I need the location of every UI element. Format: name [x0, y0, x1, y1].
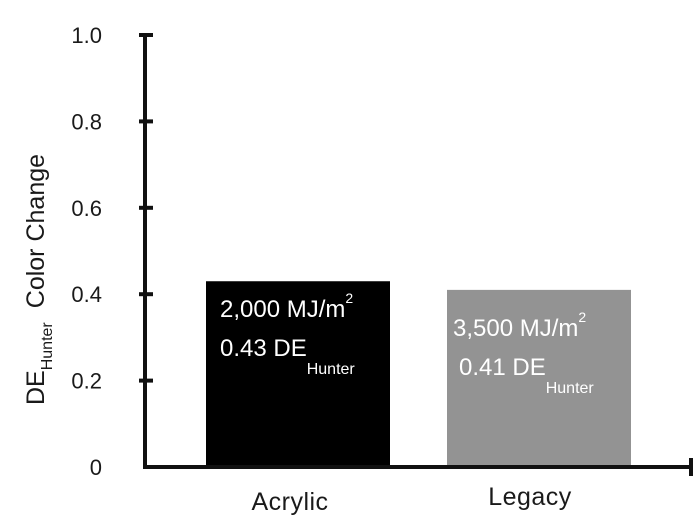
category-labels-layer: Acrylic Legacy [251, 483, 571, 516]
bar-exposure-superscript: 2 [345, 290, 353, 306]
bar-value-text: 0.41 DE [459, 354, 546, 381]
y-axis-label-subscript: Hunter [39, 322, 56, 371]
y-axis-label: DEHunter Color Change [22, 154, 56, 405]
bar-value-label: 0.41 DEHunter [459, 354, 594, 397]
y-axis-label-main: DE [22, 370, 50, 405]
bar-value-subscript: Hunter [307, 361, 356, 378]
y-axis-label-suffix: Color Change [22, 154, 50, 308]
y-ticks-layer: 0 0.2 0.4 0.6 0.8 1.0 [71, 23, 153, 480]
bar-legacy [447, 289, 631, 467]
bar-exposure-label: 3,500 MJ/m2 [453, 309, 586, 342]
bar-exposure-text: 3,500 MJ/m [453, 315, 578, 342]
bar-value-subscript: Hunter [546, 380, 595, 397]
y-tick-label: 0.2 [71, 369, 102, 394]
y-tick-label: 0.8 [71, 109, 102, 134]
y-tick-label: 0.4 [71, 282, 102, 307]
svg-text:DEHunterColor Change: DEHunter Color Change [22, 154, 56, 405]
category-label-legacy: Legacy [488, 483, 572, 511]
bar-acrylic [206, 281, 390, 467]
y-tick-label: 0 [90, 455, 102, 480]
bar-exposure-text: 2,000 MJ/m [220, 296, 345, 323]
bar-exposure-label: 2,000 MJ/m2 [220, 290, 353, 323]
bar-exposure-superscript: 2 [578, 309, 586, 325]
bar-value-label: 0.43 DEHunter [220, 335, 355, 378]
y-tick-label: 1.0 [71, 23, 102, 48]
y-tick-label: 0.6 [71, 196, 102, 221]
category-label-acrylic: Acrylic [251, 488, 328, 516]
bar-value-text: 0.43 DE [220, 335, 307, 362]
